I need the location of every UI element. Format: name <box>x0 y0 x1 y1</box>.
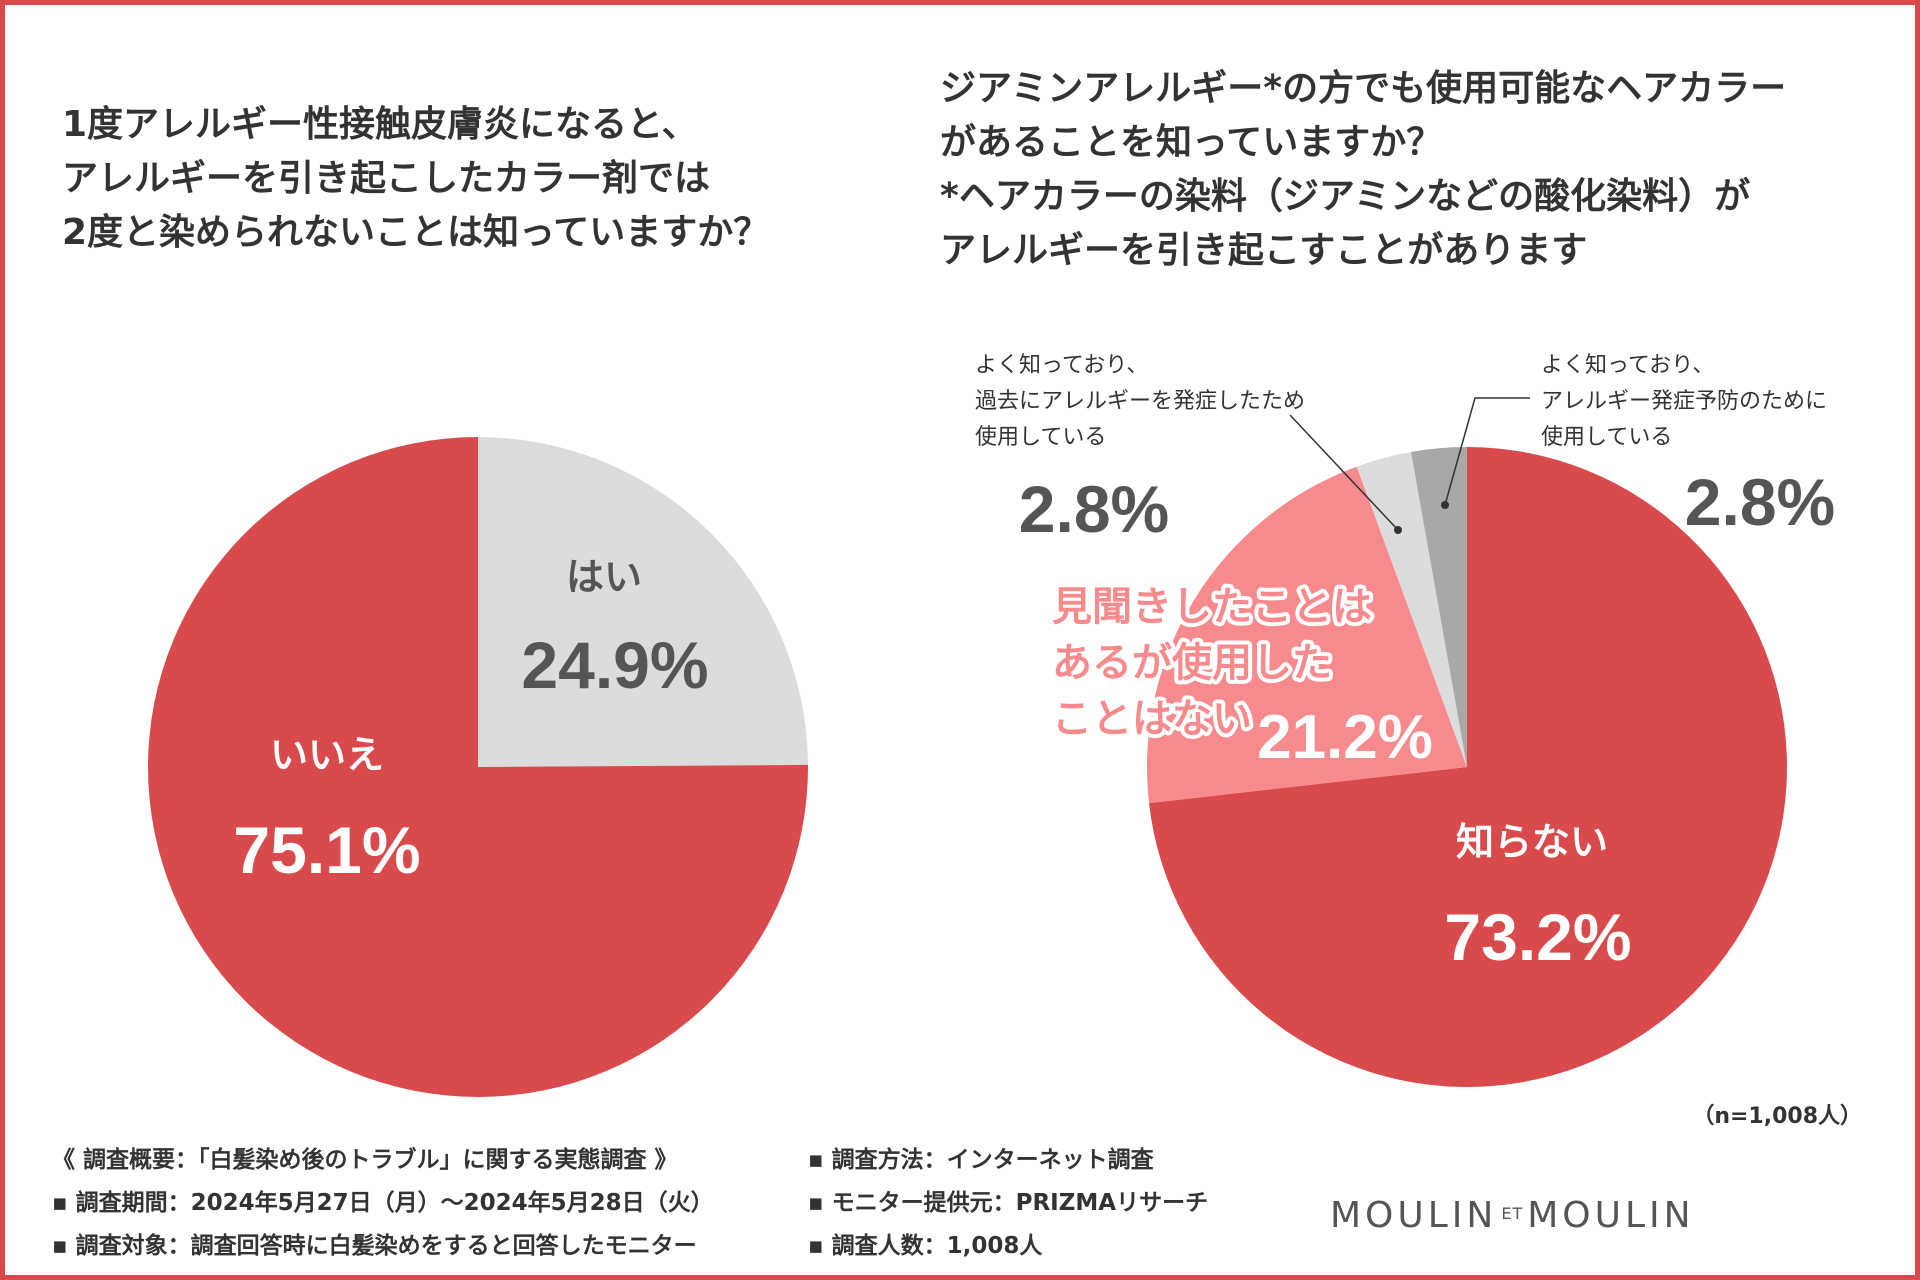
slice-value-heard: 21.2% <box>1257 703 1433 772</box>
chart2-title-line: があることを知っていますか？ <box>940 122 1443 163</box>
brand-logo-right: MOULIN <box>1527 1195 1695 1236</box>
callout-past-allergy-line: よく知っており、 <box>975 353 1148 378</box>
pie2-slice-2 <box>1356 451 1467 767</box>
survey-summary-line: ▪ 調査方法：インターネット調査 <box>808 1147 1154 1173</box>
brand-logo-left: MOULIN <box>1330 1195 1498 1236</box>
pie1-slice-0 <box>478 437 808 767</box>
leader-dot-prevention <box>1441 501 1449 509</box>
slice-label-yes: はい <box>566 555 642 599</box>
pie-chart-awareness <box>147 437 808 1097</box>
callout-prevention-line: 使用している <box>1541 425 1672 450</box>
chart2-title-line: ジアミンアレルギー*の方でも使用可能なヘアカラー <box>940 68 1787 109</box>
callout-past-allergy-line: 過去にアレルギーを発症したため <box>975 389 1305 414</box>
survey-summary-line: 《 調査概要：「白髪染め後のトラブル」に関する実態調査 》 <box>52 1147 678 1173</box>
slice-value-past-allergy: 2.8% <box>1019 472 1169 546</box>
brand-logo-et: ET <box>1501 1204 1524 1223</box>
slice-label-heard-line: 見聞きしたことは <box>1052 584 1372 630</box>
callout-prevention: よく知っており、 アレルギー発症予防のために 使用している <box>1541 353 1827 450</box>
slice-label-heard-line: ことはない <box>1052 696 1252 742</box>
pie-chart-usage <box>1147 447 1787 1087</box>
callout-prevention-line: よく知っており、 <box>1541 353 1714 378</box>
leader-line-past-allergy <box>1289 414 1399 531</box>
survey-summary-line: ▪ 調査期間：2024年5月27日（月）〜2024年5月28日（火） <box>52 1190 714 1216</box>
survey-summary-line: ▪ 調査対象：調査回答時に白髪染めをすると回答したモニター <box>52 1233 697 1259</box>
slice-value-yes: 24.9% <box>521 628 708 702</box>
slice-label-no: いいえ <box>270 733 384 777</box>
slice-label-heard-line: あるが使用した <box>1052 640 1332 686</box>
callout-past-allergy: よく知っており、 過去にアレルギーを発症したため 使用している <box>975 353 1305 450</box>
pie2-slice-3 <box>1410 447 1467 767</box>
survey-summary-line: ▪ 調査人数：1,008人 <box>808 1233 1043 1259</box>
slice-value-no: 75.1% <box>233 813 420 887</box>
chart1-title-line: 2度と染められないことは知っていますか？ <box>62 212 770 253</box>
leader-dot-past-allergy <box>1394 526 1402 534</box>
chart2-title-line: アレルギーを引き起こすことがあります <box>940 230 1588 271</box>
chart1-title: 1度アレルギー性接触皮膚炎になると、 アレルギーを引き起こしたカラー剤では 2度… <box>62 98 769 260</box>
chart1-title-line: 1度アレルギー性接触皮膚炎になると、 <box>62 104 698 145</box>
leader-line-prevention <box>1444 397 1530 506</box>
pie2-slice-0 <box>1149 447 1787 1087</box>
survey-summary-line: ▪ モニター提供元：PRIZMAリサーチ <box>808 1190 1209 1216</box>
slice-value-prevention: 2.8% <box>1685 465 1835 539</box>
slice-value-dont-know: 73.2% <box>1444 900 1631 974</box>
pie1-slice-1 <box>147 437 808 1097</box>
chart2-title: ジアミンアレルギー*の方でも使用可能なヘアカラー があることを知っていますか？ … <box>940 62 1786 278</box>
callout-prevention-line: アレルギー発症予防のために <box>1541 389 1827 414</box>
chart1-title-line: アレルギーを引き起こしたカラー剤では <box>62 158 711 199</box>
chart2-title-line: *ヘアカラーの染料（ジアミンなどの酸化染料）が <box>940 176 1751 217</box>
callout-past-allergy-line: 使用している <box>975 425 1106 450</box>
sample-size: （n=1,008人） <box>1692 1104 1862 1129</box>
slice-label-heard: 見聞きしたことは あるが使用した ことはない <box>1048 580 1376 746</box>
pie2-slice-1 <box>1147 466 1467 804</box>
slice-label-dont-know: 知らない <box>1456 820 1608 864</box>
brand-logo: MOULIN ET MOULIN <box>1330 1195 1695 1236</box>
